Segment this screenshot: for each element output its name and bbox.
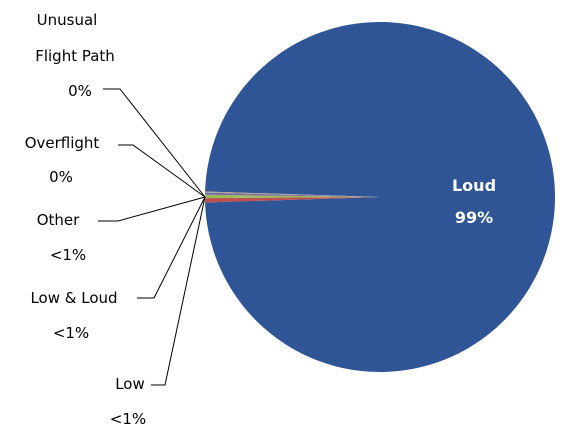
slice-label-loud: Loud 99% [452, 176, 496, 227]
leader-line-overflight [118, 144, 206, 198]
leader-line-other [98, 196, 206, 222]
pie-slice-other [205, 192, 380, 197]
slice-label-overflight: Overflight 0% [25, 134, 100, 186]
slice-label-low: Low <1% [110, 375, 146, 428]
leader-lines [98, 88, 206, 386]
leader-line-low-and-loud [137, 196, 206, 299]
pie-slice-unusual-flight-path [205, 191, 380, 197]
leader-line-low [151, 196, 206, 386]
pie-slice-low [205, 197, 380, 203]
slice-label-unusual-flight-path: Unusual Flight Path 0% [35, 11, 115, 100]
pie-slice-low-and-loud [205, 194, 380, 199]
pie-slices [205, 22, 556, 373]
pie-slice-loud [205, 22, 556, 373]
slice-labels: Loud 99% Low <1% Low & Loud <1% Other <1% Overfl… [25, 11, 496, 428]
leader-line-unusual-flight-path [103, 88, 206, 198]
pie-slice-overflight [205, 192, 380, 197]
slice-label-low-and-loud: Low & Loud <1% [30, 289, 117, 342]
slice-label-other: Other <1% [37, 211, 86, 264]
